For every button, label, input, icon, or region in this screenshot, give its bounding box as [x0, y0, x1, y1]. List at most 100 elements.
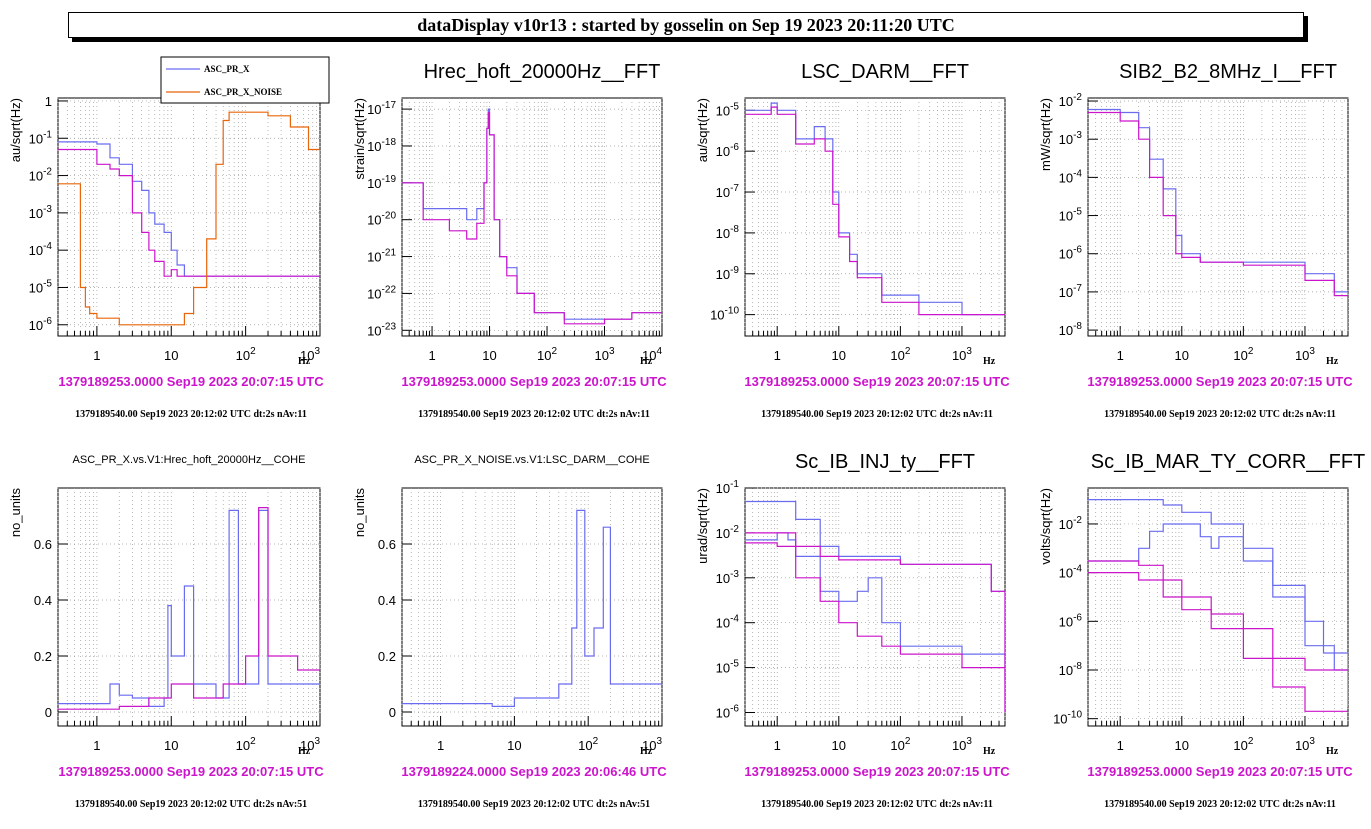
x-tick-label: 1 [93, 348, 100, 363]
plot-frame [401, 97, 663, 337]
panel-2: Hrec_hoft_20000Hz__FFT 1 10 102 103 104 10-23 1… [352, 61, 667, 420]
x-tick-label: 1 [774, 738, 781, 753]
y-tick-label: 10-9 [716, 265, 740, 282]
x-tick-label: 103 [594, 346, 614, 363]
panel-4: SIB2_B2_8MHz_I__FFT 1 10 102 103 10-8 10-7 10-6… [1038, 61, 1353, 420]
x-tick-label: 102 [890, 736, 910, 753]
panel-7: Sc_IB_INJ_ty__FFT 1 10 102 103 10-6 10-5 10-4 10… [695, 451, 1010, 810]
footer-label: 1379189540.00 Sep19 2023 20:12:02 UTC dt… [418, 409, 650, 420]
y-tick-label: 10-8 [716, 224, 740, 241]
x-tick-label: 103 [952, 346, 972, 363]
plot-frame [744, 97, 1006, 337]
y-tick-label: 10-3 [716, 569, 740, 586]
x-tick-label: 103 [952, 736, 972, 753]
panel-title: SIB2_B2_8MHz_I__FFT [1119, 61, 1337, 83]
x-tick-label: 10 [1175, 738, 1189, 753]
x-tick-label: 10 [507, 738, 521, 753]
panel-title: ASC_PR_X.vs.V1:Hrec_hoft_20000Hz__COHE [73, 454, 306, 466]
legend: ASC_PR_X ASC_PR_X_NOISE [160, 56, 330, 104]
y-tick-label: 0.4 [34, 593, 52, 608]
y-tick-label: 10-4 [29, 241, 53, 258]
y-axis-label: strain/sqrt(Hz) [352, 98, 367, 180]
y-tick-label: 10-4 [716, 614, 740, 631]
y-tick-label: 10-1 [716, 479, 740, 496]
grid [57, 488, 321, 726]
y-tick-label: 10-6 [716, 142, 740, 159]
series-line-2 [402, 112, 662, 325]
y-axis-label: no_units [352, 488, 367, 538]
plot-frame [57, 487, 321, 727]
y-tick-label: 10-23 [367, 321, 396, 338]
y-tick-label: 0 [389, 705, 396, 720]
timestamp-label: 1379189253.0000 Sep19 2023 20:07:15 UTC [1087, 374, 1353, 389]
y-tick-label: 10-5 [716, 101, 740, 118]
x-tick-label: 1 [1117, 348, 1124, 363]
footer-label: 1379189540.00 Sep19 2023 20:12:02 UTC dt… [418, 799, 650, 810]
x-tick-label: 1 [1117, 738, 1124, 753]
footer-label: 1379189540.00 Sep19 2023 20:12:02 UTC dt… [1104, 799, 1336, 810]
x-tick-label: 102 [1233, 346, 1253, 363]
y-tick-label: 10-3 [29, 204, 53, 221]
y-tick-label: 10-6 [29, 316, 53, 333]
legend-box [160, 56, 330, 104]
panel-title: Sc_IB_INJ_ty__FFT [795, 451, 975, 473]
y-tick-label: 10-10 [710, 306, 739, 323]
y-tick-label: 10-5 [29, 278, 53, 295]
y-axis-label: au/sqrt(Hz) [8, 98, 23, 162]
plot-frame [744, 487, 1006, 727]
timestamp-label: 1379189253.0000 Sep19 2023 20:07:15 UTC [58, 764, 324, 779]
series-line-3 [58, 111, 320, 326]
legend-entry: ASC_PR_X [204, 64, 250, 74]
timestamp-label: 1379189253.0000 Sep19 2023 20:07:15 UTC [401, 374, 667, 389]
y-tick-label: 10-10 [1053, 710, 1082, 727]
x-tick-label: 103 [300, 736, 320, 753]
panel-1: 1 10 102 103 10-6 10-5 10-4 10-3 10-2 10-1 1 au/sqr… [8, 56, 330, 420]
x-unit-label: Hz [298, 746, 311, 757]
y-tick-label: 10-20 [367, 211, 396, 228]
y-tick-label: 10-22 [367, 284, 396, 301]
footer-label: 1379189540.00 Sep19 2023 20:12:02 UTC dt… [761, 799, 993, 810]
footer-label: 1379189540.00 Sep19 2023 20:12:02 UTC dt… [761, 409, 993, 420]
x-unit-label: Hz [1326, 356, 1339, 367]
x-tick-label: 10 [164, 348, 178, 363]
y-tick-label: 10-5 [716, 659, 740, 676]
y-tick-label: 10-6 [1059, 612, 1083, 629]
timestamp-label: 1379189253.0000 Sep19 2023 20:07:15 UTC [744, 764, 1010, 779]
y-tick-label: 10-7 [716, 183, 740, 200]
y-tick-label: 0.6 [34, 537, 52, 552]
x-tick-label: 10 [832, 738, 846, 753]
series-line-1 [58, 141, 320, 277]
y-tick-label: 10-19 [367, 174, 396, 191]
grid [401, 98, 663, 336]
y-tick-label: 10-2 [1059, 92, 1083, 109]
footer-label: 1379189540.00 Sep19 2023 20:12:02 UTC dt… [1104, 409, 1336, 420]
y-tick-label: 10-1 [29, 129, 53, 146]
y-tick-label: 10-4 [1059, 564, 1083, 581]
series-line-4 [1088, 572, 1348, 712]
plot-frame [57, 97, 321, 337]
y-axis-label: urad/sqrt(Hz) [695, 488, 710, 564]
x-tick-label: 102 [578, 736, 598, 753]
x-tick-label: 103 [1295, 736, 1315, 753]
y-tick-label: 0.6 [378, 537, 396, 552]
y-axis-label: no_units [8, 488, 23, 538]
x-unit-label: Hz [983, 356, 996, 367]
timestamp-label: 1379189224.0000 Sep19 2023 20:06:46 UTC [401, 764, 667, 779]
legend-entry: ASC_PR_X_NOISE [204, 87, 282, 97]
y-tick-label: 10-2 [29, 167, 53, 184]
y-tick-label: 10-6 [716, 703, 740, 720]
panel-3: LSC_DARM__FFT 1 10 102 103 10-10 10-9 10-8 10-7 1… [695, 61, 1010, 420]
series-line-3 [1088, 560, 1348, 671]
x-tick-label: 10 [832, 348, 846, 363]
grid [57, 98, 321, 336]
x-unit-label: Hz [983, 746, 996, 757]
y-tick-label: 10-2 [716, 524, 740, 541]
footer-label: 1379189540.00 Sep19 2023 20:12:02 UTC dt… [75, 799, 307, 810]
y-tick-label: 0.4 [378, 593, 396, 608]
x-tick-label: 102 [236, 346, 256, 363]
footer-label: 1379189540.00 Sep19 2023 20:12:02 UTC dt… [75, 409, 307, 420]
x-tick-label: 102 [1233, 736, 1253, 753]
y-axis-label: au/sqrt(Hz) [695, 98, 710, 162]
y-tick-label: 10-2 [1059, 515, 1083, 532]
